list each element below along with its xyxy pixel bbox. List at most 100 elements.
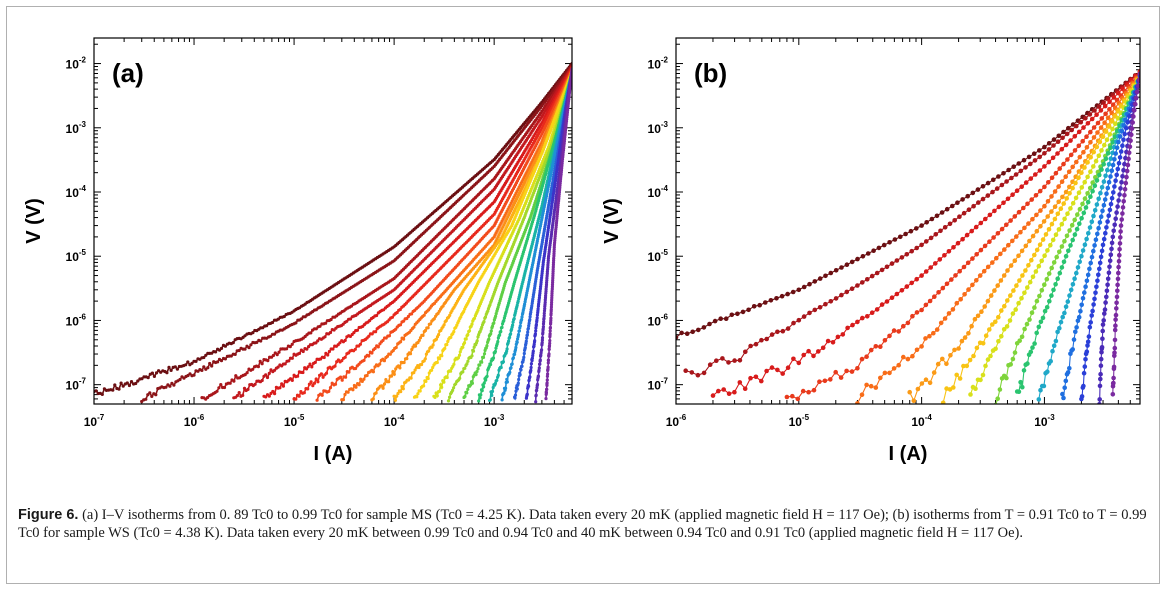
panel-a-series-15-point [493,349,497,354]
panel-a-series-2-point [216,360,220,364]
panel-b-series-13-point [1103,230,1108,236]
panel-b-series-7-point [1094,144,1100,150]
panel-b-series-3-point [1010,192,1015,197]
panel-b-series-6-point [962,335,968,340]
panel-a-series-21-point [546,361,550,365]
panel-b-series-14-point [1105,276,1111,282]
panel-b-series-5-point [1095,130,1100,135]
panel-b-series-1-point [1011,164,1016,169]
panel-b-series-7-point [1058,206,1064,211]
panel-b-series-4-point [936,290,941,295]
panel-b-series-2-point [1083,116,1088,121]
panel-b-series-11-point [1082,242,1088,247]
panel-a-series-3-point [222,385,227,390]
panel-b-series-3-point [933,261,938,266]
panel-b-series-3-point [830,340,836,345]
panel-a-series-8-point [385,354,389,358]
panel-b-series-15-point [1115,288,1120,294]
panel-b-series-13-point [1101,236,1107,242]
panel-a-series-10-point [396,391,400,396]
panel-b-series-7-point [957,376,963,381]
panel-b-series-7-point [1017,278,1022,283]
panel-b-series-6-point [969,323,974,329]
panel-a-series-11-point [422,384,426,388]
panel-a-series-8-point [378,362,382,366]
panel-b-series-3-point [869,310,875,316]
panel-a-series-14-point [480,360,484,364]
panel-b-series-10 [1014,73,1140,395]
panel-b-series-11-point [1094,202,1100,207]
panel-b-series-5-point [1070,164,1075,170]
panel-b-series-15-point [1126,150,1132,156]
panel-a-series-16-point [501,360,505,364]
panel-b-series-3-point [978,220,984,226]
panel-a-series-14-point [466,387,470,391]
panel-b-series-5-point [931,330,936,336]
panel-b-x-tick-label: 10-4 [911,413,932,429]
panel-a-series-1-point [150,371,154,375]
panel-b-series-4-point [923,302,929,308]
panel-a-series-10-point [412,371,416,375]
panel-b-series-6-point [1038,224,1043,229]
panel-b-series-9-point [1054,254,1059,260]
panel-b-series-8-point [993,346,998,352]
panel-a-series-1-point [270,320,275,325]
panel-a-series-16-point [516,299,520,303]
panel-b-series-2-point [957,214,962,219]
panel-a-series-13-point [488,303,492,307]
panel-b-series-9-point [1051,260,1057,265]
panel-a-series-7-point [406,314,410,319]
panel-b-series-3-point [796,360,802,366]
panel-b-series-2-point [1069,127,1074,133]
panel-a-series-2-point [208,361,212,366]
panel-b-series-3-point [820,345,826,351]
panel-b-series-14-point [1098,356,1104,362]
panel-a-series-18-point [516,381,520,385]
panel-b-series-6-point [982,304,987,309]
panel-a-series-9-point [382,382,387,386]
panel-a-series-8-point [382,359,386,363]
panel-a-series-18-point [530,304,534,308]
panel-a-x-tick-label: 10-7 [84,413,105,429]
panel-b-series-4-point [1103,111,1108,117]
panel-a-series-20-point [543,300,547,304]
panel-a-series-1-point [165,371,169,375]
panel-b-series-2-point [990,189,995,195]
panel-b-series-4-point [1107,107,1112,112]
panel-a-series-15-point [498,333,502,337]
panel-b-series-1-point [1006,167,1011,173]
panel-b-series-8-point [985,357,991,362]
panel-a-series-8-point [412,325,416,329]
panel-b-series-15-point [1124,168,1130,174]
panel-b-series-12-point [1110,162,1116,168]
panel-b-series-8-point [1079,185,1085,190]
panel-b-series-10-point [1094,178,1100,183]
panel-b-series-7-point [940,400,946,404]
panel-b-series-4-point [1012,214,1018,219]
figure-caption: Figure 6. (a) I–V isotherms from 0. 89 T… [18,506,1148,542]
panel-b-series-11-point [1045,369,1050,375]
panel-b-series-10-point [1042,308,1048,314]
panel-b-series-1-point [1001,171,1006,176]
panel-b-series-1-point [1031,151,1037,156]
panel-a-series-19-point [528,375,532,379]
panel-a-series-21-point [547,344,552,348]
panel-b-series-15-point [1123,180,1129,186]
panel-b-series-13 [1079,72,1140,402]
panel-b-series-12-point [1117,134,1123,139]
panel-a-series-15-point [500,325,504,329]
panel-b-series-9-point [1077,206,1083,212]
panel-a-series-8-point [365,373,369,378]
panel-b-series-5-point [1063,174,1068,179]
panel-b-series-8-point [1115,116,1121,121]
panel-b-series-3-point [721,387,726,392]
panel-a-series-17-point [502,391,506,395]
panel-a-ticks [93,38,573,405]
panel-b-series-5-point [938,320,944,326]
panel-b-series-7-point [1026,263,1031,268]
panel-a-series-15-point [485,374,489,378]
panel-a-series-17-point [516,333,521,337]
panel-a-series-5-point [310,365,314,369]
panel-b-series-13-point [1093,290,1098,296]
panel-b-series-15-point [1131,114,1136,119]
